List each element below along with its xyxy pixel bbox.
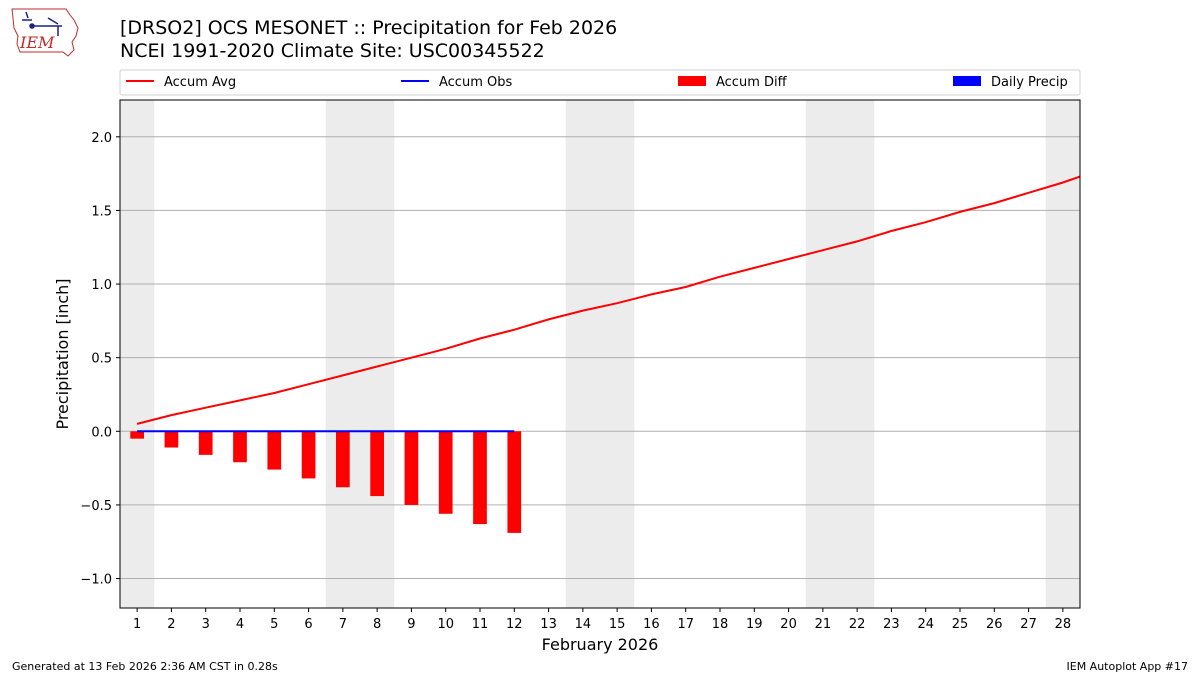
xtick-label: 10 [437, 617, 454, 632]
chart-subtitle: NCEI 1991-2020 Climate Site: USC00345522 [120, 40, 545, 62]
xtick-label: 28 [1055, 617, 1072, 632]
ytick-label: 1.0 [91, 278, 112, 293]
iem-logo-text: IEM [19, 33, 55, 52]
legend-label-daily-precip: Daily Precip [991, 75, 1068, 90]
xtick-label: 23 [883, 617, 900, 632]
chart-title: [DRSO2] OCS MESONET :: Precipitation for… [120, 17, 618, 39]
legend-swatch-daily-precip [953, 76, 981, 86]
legend-label-accum-avg: Accum Avg [164, 75, 236, 90]
weekend-band-4 [1045, 100, 1080, 608]
accum-diff-bar [336, 431, 350, 488]
accum-diff-bar [267, 431, 282, 470]
xtick-label: 7 [339, 617, 347, 632]
autoplot-app-label: IEM Autoplot App #17 [1066, 660, 1189, 673]
xtick-label: 14 [575, 617, 592, 632]
accum-diff-bar [301, 431, 316, 479]
xtick-label: 13 [540, 617, 557, 632]
xtick-label: 27 [1020, 617, 1037, 632]
accum-diff-bar [198, 431, 213, 455]
xtick-label: 6 [304, 617, 312, 632]
xtick-label: 8 [373, 617, 381, 632]
legend-box [119, 69, 1081, 96]
accum-diff-bar [404, 431, 419, 505]
accum-diff-bar [130, 431, 144, 439]
xtick-label: 17 [677, 617, 694, 632]
accum-diff-bar [164, 431, 179, 448]
weekend-band-3 [805, 100, 875, 608]
xtick-label: 15 [609, 617, 626, 632]
xtick-label: 4 [236, 617, 244, 632]
xtick-label: 16 [643, 617, 660, 632]
accum-diff-bar [507, 431, 522, 533]
xtick-label: 12 [506, 617, 523, 632]
iem-logo: IEM [8, 6, 82, 64]
xtick-label: 22 [849, 617, 866, 632]
generated-timestamp: Generated at 13 Feb 2026 2:36 AM CST in … [12, 660, 278, 673]
xtick-label: 20 [780, 617, 797, 632]
ytick-label: 0.5 [91, 352, 112, 367]
xtick-label: 21 [815, 617, 832, 632]
ytick-label: 1.5 [91, 204, 112, 219]
ytick-label: 2.0 [91, 131, 112, 146]
y-axis-label: Precipitation [inch] [53, 278, 72, 429]
xtick-label: 25 [952, 617, 969, 632]
xtick-label: 5 [270, 617, 278, 632]
xtick-label: 1 [133, 617, 141, 632]
accum-diff-bar [233, 431, 247, 463]
xtick-label: 3 [202, 617, 210, 632]
ytick-label: 0.0 [91, 425, 112, 440]
legend-label-accum-diff: Accum Diff [716, 75, 788, 90]
legend-swatch-accum-diff [678, 76, 706, 86]
xtick-label: 2 [167, 617, 175, 632]
xtick-label: 11 [472, 617, 489, 632]
accum-diff-bar [473, 431, 487, 525]
xtick-label: 19 [746, 617, 763, 632]
ytick-label: −0.5 [80, 499, 112, 514]
x-axis-label: February 2026 [542, 635, 659, 654]
xtick-label: 18 [712, 617, 729, 632]
legend-label-accum-obs: Accum Obs [439, 75, 512, 90]
weekend-band-1 [325, 100, 395, 608]
accum-diff-bar [438, 431, 453, 514]
ytick-label: −1.0 [80, 573, 112, 588]
plot-frame [119, 99, 1081, 609]
weekend-band-0 [120, 100, 155, 608]
accum-diff-bar [370, 431, 384, 497]
xtick-label: 26 [986, 617, 1003, 632]
weekend-band-2 [565, 100, 635, 608]
xtick-label: 9 [407, 617, 415, 632]
xtick-label: 24 [917, 617, 934, 632]
accum-avg-line [136, 175, 1081, 425]
